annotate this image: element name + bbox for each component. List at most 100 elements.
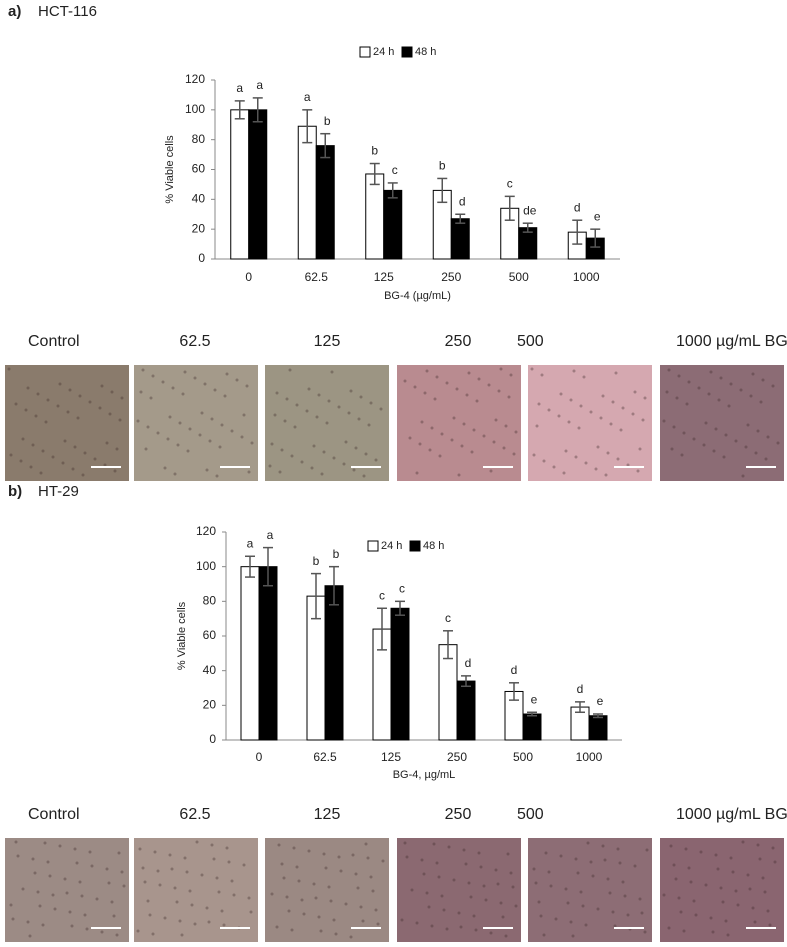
cell [675,396,679,400]
cell [674,877,678,881]
cell [354,446,358,450]
cell [601,844,605,848]
cell [63,877,67,881]
cell [425,369,429,373]
cell [207,920,211,924]
cell [379,407,383,411]
cell [217,890,221,894]
cell [687,866,691,870]
cell [66,410,70,414]
cell [242,413,246,417]
cell [310,466,314,470]
cell [729,382,733,386]
error-bar [311,572,321,620]
significance-letter: a [247,536,254,550]
cell [9,903,13,907]
cell [168,415,172,419]
cell [741,474,745,478]
y-tick-label: 0 [198,251,205,265]
micrograph-label: 125 [314,333,341,350]
cell [579,890,583,894]
error-bar [302,109,313,144]
significance-letter: e [594,209,601,223]
cell [566,901,570,905]
y-tick-label: 100 [196,559,216,573]
cell [188,889,192,893]
significance-letter: b [371,144,378,158]
cell [667,368,671,372]
bar [230,109,250,260]
cell [462,422,466,426]
cell [445,381,449,385]
cell [547,870,551,874]
cell [297,879,301,883]
bar [258,566,278,741]
micrograph [660,365,784,481]
cell [285,397,289,401]
x-tick-label: 125 [374,270,394,284]
cell [433,397,437,401]
cell [322,450,326,454]
legend-label: 24 h [373,46,394,58]
bar [297,125,317,260]
significance-letter: d [574,200,581,214]
cell [638,447,642,451]
cell [736,903,740,907]
error-bar [377,607,387,651]
micrograph-label: 1000 µg/mL BG-4 [676,806,787,823]
cell [81,473,85,477]
micrograph-label: 500 [517,806,544,823]
error-bar [369,162,380,186]
cell [95,897,99,901]
significance-letter: e [531,692,538,706]
significance-letter: c [399,582,405,596]
cell [506,852,510,856]
cell [609,422,613,426]
cell [270,442,274,446]
cell [724,433,728,437]
cell [175,900,179,904]
cell [170,867,174,871]
micrograph-label: 250 [445,333,472,350]
cell [113,469,117,473]
cell [26,386,30,390]
cell [467,371,471,375]
cell [400,918,404,922]
cell [501,915,505,919]
significance-letter: c [379,588,385,602]
cell [464,862,468,866]
bar [588,715,608,741]
cell [337,855,341,859]
cell [19,459,23,463]
cell [489,469,493,473]
cell [362,474,366,478]
cell [366,856,370,860]
cell [58,844,62,848]
cell [711,930,715,934]
cell [143,880,147,884]
cell [452,416,456,420]
cell [235,378,239,382]
error-bar [455,213,466,224]
cell [594,467,598,471]
cell [156,431,160,435]
cell [325,421,329,425]
cell [31,443,35,447]
cell [438,454,442,458]
bar [324,585,344,741]
cell [427,905,431,909]
cell [611,400,615,404]
y-tick-label: 60 [192,162,206,176]
cell [270,892,274,896]
cell [151,374,155,378]
cell [761,876,765,880]
cell [621,880,625,884]
cell [249,910,253,914]
cell [413,385,417,389]
cell [611,910,615,914]
cell [218,445,222,449]
error-bar [437,177,448,204]
bar [383,189,403,260]
cell [709,916,713,920]
